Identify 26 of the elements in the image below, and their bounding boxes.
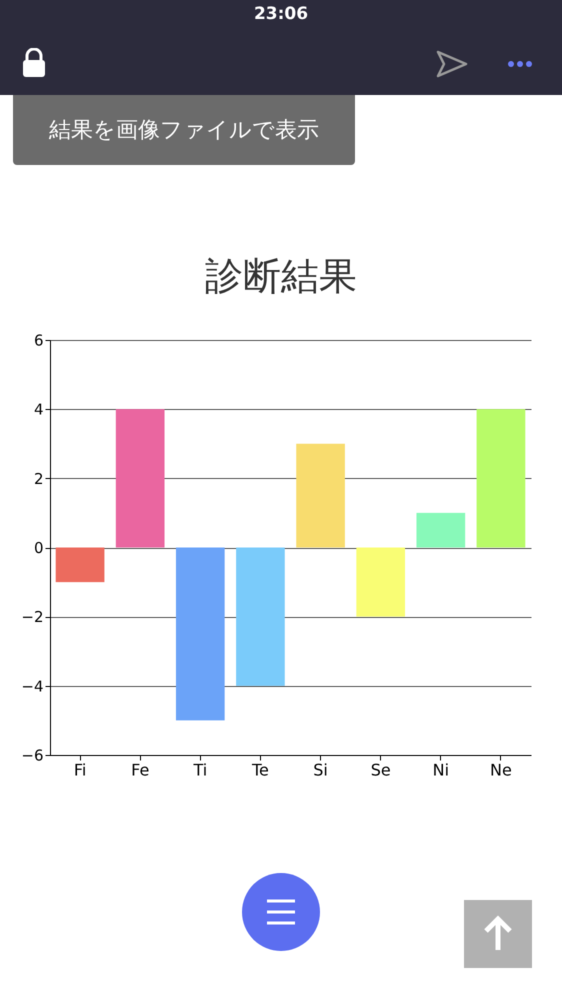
x-tick-label: Si (313, 760, 328, 780)
x-tick-label: Se (370, 760, 391, 780)
x-tick-label: Fe (131, 760, 150, 780)
text: 23:06 (252, 4, 310, 24)
y-tick-label: 2 (34, 470, 44, 488)
bar (236, 548, 285, 686)
bar (296, 444, 345, 548)
x-tick-label: Te (250, 760, 269, 780)
y-tick-label: 0 (34, 539, 44, 557)
x-tick-label: Fi (74, 760, 86, 780)
bar (116, 409, 165, 548)
x-tick-label: Ne (490, 760, 512, 780)
bar (356, 548, 406, 617)
bar (176, 548, 225, 720)
bar (476, 409, 526, 548)
bar (56, 548, 104, 582)
y-tick-label: −4 (21, 677, 44, 696)
x-tick-label: Ni (432, 760, 450, 780)
bar (416, 512, 466, 548)
y-tick-label: −2 (21, 608, 44, 626)
chart-title: 診断結果 (204, 253, 358, 300)
y-tick-label: 6 (34, 332, 44, 350)
text: 結果を画像ファイルで表示 (13, 95, 355, 165)
y-tick-label: 4 (34, 400, 44, 419)
x-tick-label: Ti (192, 760, 208, 780)
y-tick-label: −6 (21, 746, 44, 764)
